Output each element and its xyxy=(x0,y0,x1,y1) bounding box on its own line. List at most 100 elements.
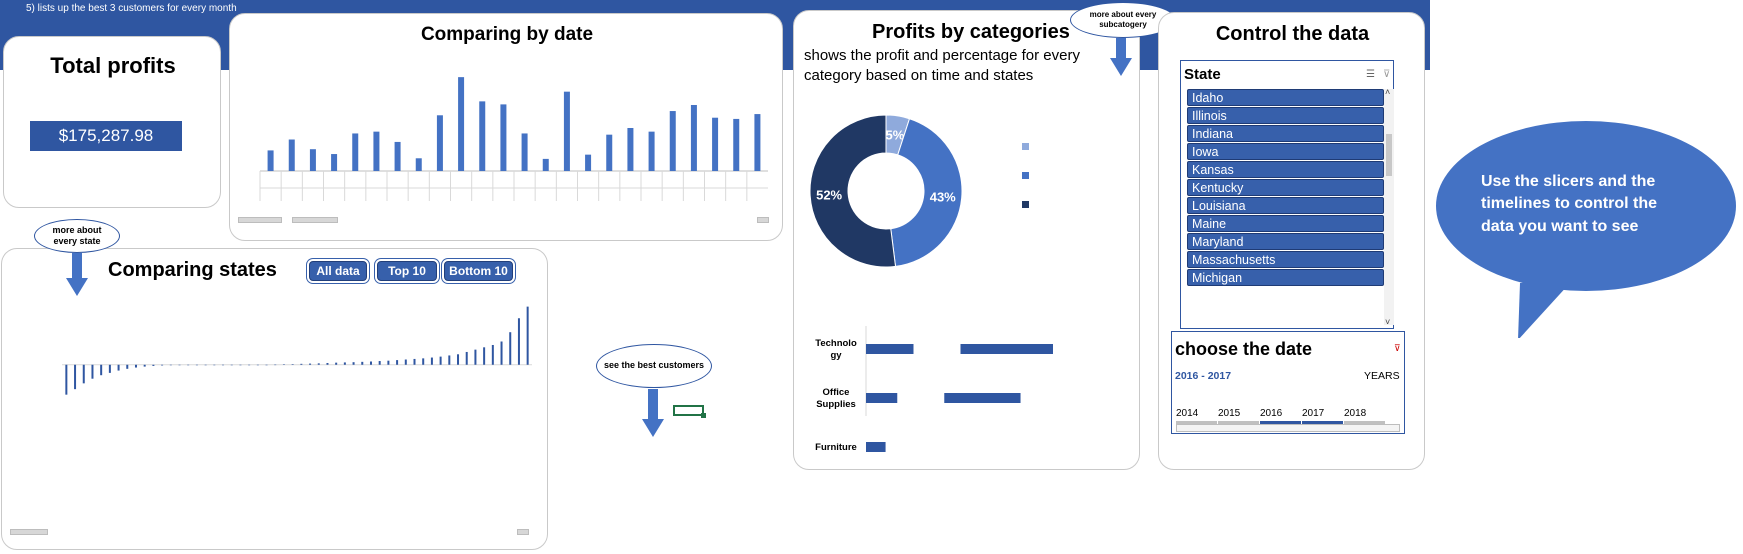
states-bar xyxy=(387,360,390,365)
date-bar xyxy=(394,141,401,171)
date-bar xyxy=(754,114,761,171)
state-slicer-item[interactable]: Illinois xyxy=(1187,107,1384,124)
states-bar xyxy=(117,364,120,371)
states-bar xyxy=(491,344,494,365)
timeline-clear-icon[interactable]: ⊽ xyxy=(1394,343,1401,353)
states-filter-control[interactable] xyxy=(10,529,48,535)
all-data-button[interactable]: All data xyxy=(309,261,367,281)
states-bar xyxy=(369,361,372,365)
states-bar xyxy=(222,364,225,366)
customers-callout[interactable]: see the best customers xyxy=(596,344,712,388)
state-slicer-item[interactable]: Massachusetts xyxy=(1187,251,1384,268)
timeline-unit[interactable]: YEARS xyxy=(1364,370,1400,382)
date-bar xyxy=(267,150,274,171)
states-zoom-control[interactable] xyxy=(517,529,529,535)
states-bar xyxy=(230,364,233,366)
date-bar xyxy=(309,149,316,171)
subcategory-arrow-icon xyxy=(1110,58,1132,76)
timeline-scrollbar[interactable] xyxy=(1176,424,1400,432)
selected-cell-indicator xyxy=(673,405,704,416)
categories-subtitle: shows the profit and percentage for ever… xyxy=(804,47,1080,85)
states-bar xyxy=(248,364,251,366)
donut-percent-label: 43% xyxy=(930,189,956,204)
states-bar xyxy=(65,364,68,395)
states-bar xyxy=(213,364,216,366)
categories-title: Profits by categories xyxy=(872,21,1070,43)
legend-swatch xyxy=(1022,143,1029,150)
donut-slice xyxy=(809,114,897,268)
date-bar xyxy=(373,131,380,171)
category-value-bg xyxy=(897,392,945,404)
states-arrow-stem xyxy=(72,253,82,279)
states-bar xyxy=(91,364,94,379)
scroll-up-icon[interactable]: ˄ xyxy=(1385,87,1391,97)
timeline-year-label: 2014 xyxy=(1176,408,1199,419)
states-bar xyxy=(343,362,346,365)
states-bar xyxy=(326,363,329,365)
control-title: Control the data xyxy=(1215,23,1370,45)
total-profits-title: Total profits xyxy=(50,53,176,78)
date-filter-months[interactable] xyxy=(292,217,338,223)
states-bar xyxy=(300,363,303,365)
date-chart-panel: Comparing by date xyxy=(229,13,783,241)
state-slicer-item[interactable]: Maryland xyxy=(1187,233,1384,250)
bottom-10-button[interactable]: Bottom 10 xyxy=(444,261,513,281)
states-bar xyxy=(143,364,146,367)
states-bar xyxy=(483,347,486,365)
states-bar xyxy=(500,341,503,365)
top-10-button[interactable]: Top 10 xyxy=(377,261,437,281)
scroll-thumb[interactable] xyxy=(1386,134,1392,176)
state-slicer: State ☰ ⊽ Idaho Illinois Indiana Iowa Kansas… xyxy=(1180,60,1394,329)
clear-filter-icon[interactable]: ⊽ xyxy=(1383,69,1391,80)
states-bar xyxy=(126,364,129,369)
states-bar xyxy=(291,364,294,365)
control-panel: Control the data State ☰ ⊽ Idaho Illinois… xyxy=(1158,12,1425,470)
states-chart-panel: Comparing states All data Top 10 Bottom … xyxy=(1,248,548,550)
state-slicer-item[interactable]: Michigan xyxy=(1187,269,1384,286)
states-bar xyxy=(187,364,190,366)
states-bar xyxy=(430,357,433,365)
date-filter-years[interactable] xyxy=(238,217,282,223)
date-bar xyxy=(648,131,655,171)
states-bar xyxy=(108,364,111,373)
category-bar-label: Furniture xyxy=(815,442,857,453)
subcategory-callout[interactable]: more about every subcatogery xyxy=(1070,2,1176,38)
states-bar xyxy=(169,364,172,366)
states-bar xyxy=(309,363,312,365)
states-chart-title: Comparing states xyxy=(108,259,277,281)
date-bar xyxy=(627,128,634,171)
banner-note: 5) lists up the best 3 customers for eve… xyxy=(26,3,237,14)
state-slicer-item[interactable]: Kentucky xyxy=(1187,179,1384,196)
date-bar xyxy=(415,158,422,171)
states-bar xyxy=(509,332,512,365)
customers-arrow-stem xyxy=(648,389,658,421)
help-bubble: Use the slicers and the timelines to con… xyxy=(1436,121,1736,291)
total-profits-panel: Total profits $175,287.98 xyxy=(3,36,221,208)
states-bar xyxy=(161,364,164,366)
state-slicer-item[interactable]: Iowa xyxy=(1187,143,1384,160)
date-timeline: choose the date ⊽ 2016 - 2017 YEARS 2014… xyxy=(1171,331,1405,434)
states-bar xyxy=(439,356,442,365)
help-bubble-tail xyxy=(1518,283,1570,338)
states-bar xyxy=(317,363,320,365)
states-bar xyxy=(274,364,277,366)
state-slicer-item[interactable]: Maine xyxy=(1187,215,1384,232)
states-bar xyxy=(457,354,460,365)
categories-panel: Profits by categories shows the profit a… xyxy=(793,10,1140,470)
state-slicer-item[interactable]: Indiana xyxy=(1187,125,1384,142)
slicer-scrollbar[interactable]: ˄ ˅ xyxy=(1384,87,1394,327)
state-slicer-item[interactable]: Idaho xyxy=(1187,89,1384,106)
states-arrow-icon xyxy=(66,278,88,296)
state-slicer-item[interactable]: Louisiana xyxy=(1187,197,1384,214)
date-bar xyxy=(479,101,486,171)
states-bar xyxy=(335,362,338,365)
state-slicer-item[interactable]: Kansas xyxy=(1187,161,1384,178)
timeline-year-label: 2016 xyxy=(1260,408,1283,419)
multi-select-icon[interactable]: ☰ xyxy=(1366,69,1375,80)
states-bar xyxy=(239,364,242,366)
scroll-down-icon[interactable]: ˅ xyxy=(1385,317,1391,327)
date-bar-chart xyxy=(259,77,768,201)
date-zoom-control[interactable] xyxy=(757,217,769,223)
customers-arrow-icon xyxy=(642,419,664,437)
date-bar xyxy=(669,111,676,171)
